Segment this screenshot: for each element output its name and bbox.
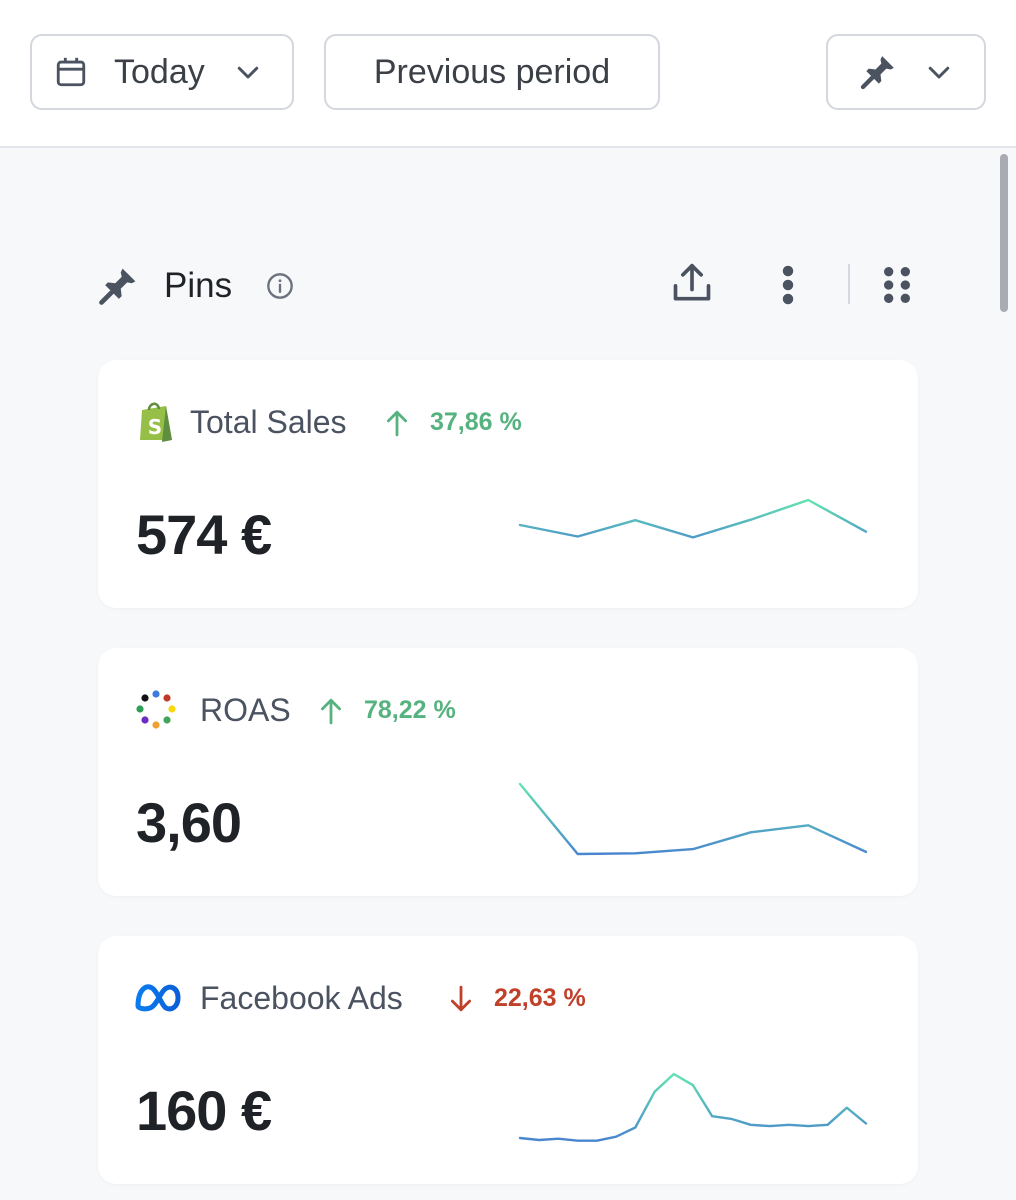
meta-icon [135, 984, 181, 1012]
metric-card-total-sales[interactable]: S Total Sales 37,86 % 574 € [98, 360, 918, 608]
arrow-down-icon [450, 985, 472, 1011]
metric-value: 574 € [136, 503, 272, 566]
metric-card-roas[interactable]: ROAS 78,22 % 3,60 [98, 648, 918, 896]
sparkline-chart [518, 1072, 868, 1142]
compare-period-label: Previous period [373, 52, 611, 91]
more-options-icon[interactable] [776, 264, 800, 306]
chevron-down-icon [237, 66, 258, 79]
metric-delta: 37,86 % [384, 408, 522, 437]
svg-text:S: S [148, 415, 162, 439]
pin-icon [860, 56, 894, 90]
metric-delta: 78,22 % [318, 696, 456, 725]
metric-delta-value: 22,63 % [494, 984, 586, 1012]
arrow-up-icon [320, 698, 342, 724]
sparkline-line [518, 498, 868, 539]
shopify-icon: S [140, 402, 172, 442]
section-title: Pins [164, 266, 233, 305]
share-icon[interactable] [670, 262, 714, 306]
pin-dropdown[interactable] [826, 34, 986, 110]
pins-section-header: Pins [96, 258, 916, 314]
metric-value: 160 € [136, 1079, 272, 1142]
toolbar-divider [848, 264, 850, 304]
arrow-up-icon [386, 410, 408, 436]
scrollbar-thumb[interactable] [1000, 154, 1008, 312]
metric-label: Total Sales [190, 404, 347, 440]
sparkline-line [518, 1072, 868, 1142]
metric-delta: 22,63 % [448, 984, 586, 1013]
metric-card-facebook-ads[interactable]: Facebook Ads 22,63 % 160 € [98, 936, 918, 1184]
chevron-down-icon [928, 66, 950, 79]
metric-delta-value: 37,86 % [430, 408, 522, 436]
metric-label: Facebook Ads [200, 980, 403, 1016]
sparkline-chart [518, 782, 868, 856]
calendar-icon [56, 57, 86, 87]
drag-handle-icon[interactable] [882, 264, 912, 306]
multicolor-dots-icon [136, 690, 176, 729]
metric-label: ROAS [200, 692, 291, 728]
sparkline-chart [518, 498, 868, 539]
date-range-label: Today [114, 52, 205, 91]
compare-period-button[interactable]: Previous period [324, 34, 660, 110]
metric-value: 3,60 [136, 791, 242, 854]
pin-icon [99, 268, 136, 305]
sparkline-line [518, 782, 868, 856]
date-range-dropdown[interactable]: Today [30, 34, 294, 110]
top-toolbar: Today Previous period [0, 0, 1016, 148]
info-icon[interactable] [266, 272, 294, 300]
metric-delta-value: 78,22 % [364, 696, 456, 724]
